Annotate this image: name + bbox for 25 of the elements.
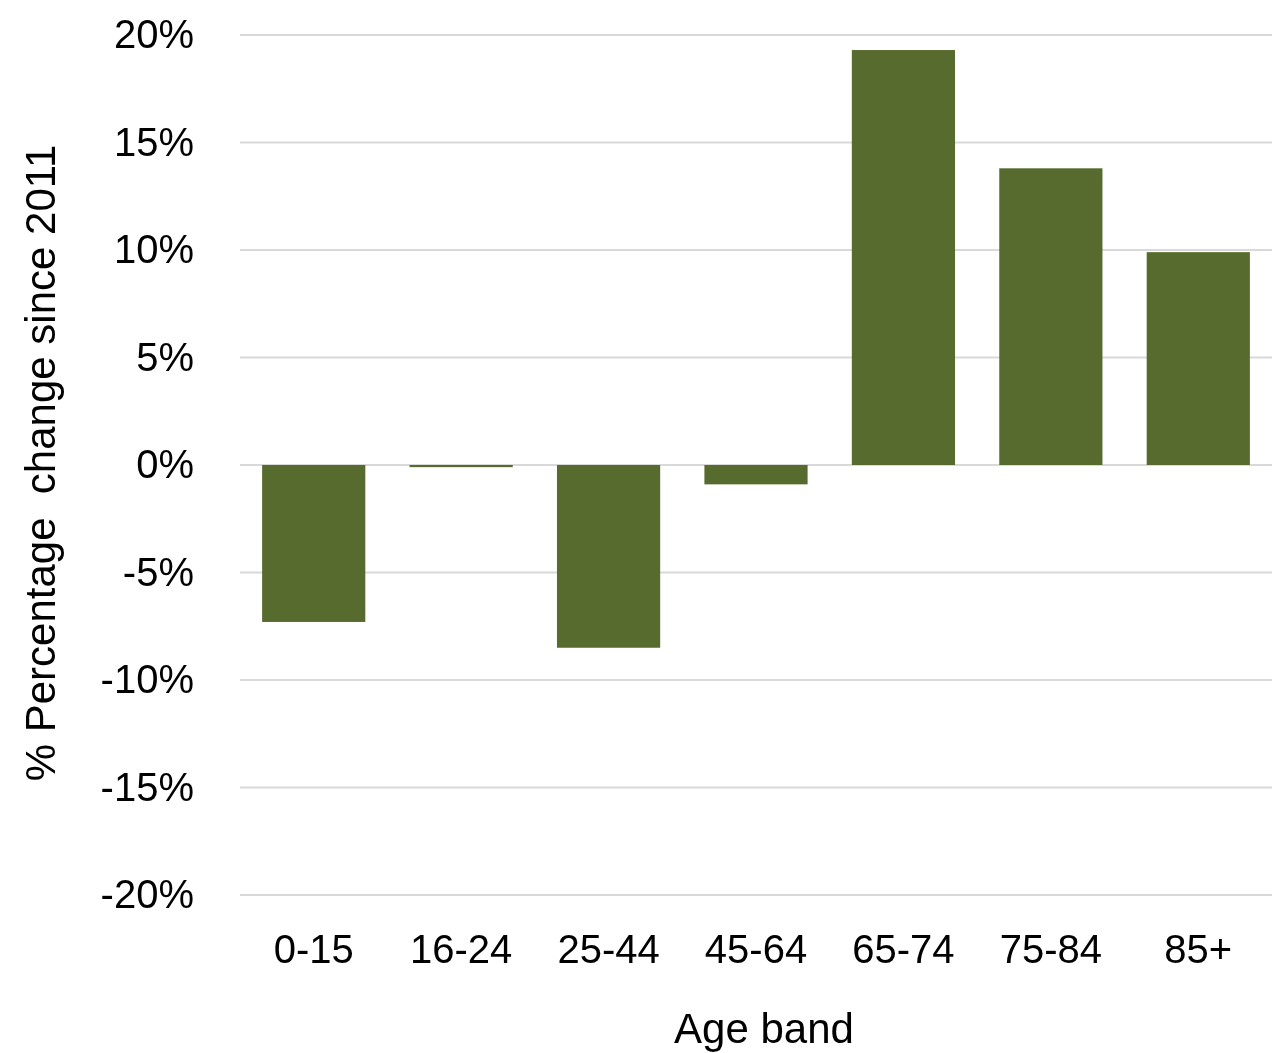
y-axis-title: % Percentage change since 2011 [17, 144, 64, 782]
bar [1146, 252, 1250, 465]
y-tick-label: 20% [113, 12, 194, 57]
x-tick-label: 16-24 [409, 927, 513, 972]
x-tick-label: 45-64 [704, 927, 808, 972]
y-tick-label: 5% [136, 334, 194, 379]
y-tick-label: -10% [100, 657, 194, 702]
y-tick-label: 0% [136, 442, 194, 487]
x-tick-label: 75-84 [999, 927, 1103, 972]
x-axis-title: Age band [674, 1005, 854, 1052]
x-tick-label: 25-44 [557, 927, 660, 972]
y-tick-label: -15% [100, 764, 194, 809]
x-tick-label: 0-15 [273, 927, 354, 972]
y-tick-label: 15% [113, 119, 194, 164]
y-tick-label: 10% [113, 227, 194, 272]
bar [999, 168, 1103, 465]
bar [556, 465, 661, 648]
bar [851, 50, 956, 465]
y-tick-label: -20% [100, 872, 194, 917]
y-tick-label: -5% [122, 549, 194, 594]
bar [409, 465, 513, 468]
bar [704, 465, 808, 485]
x-tick-label: 65-74 [852, 927, 955, 972]
bar [262, 465, 366, 622]
x-tick-label: 85+ [1164, 927, 1233, 972]
